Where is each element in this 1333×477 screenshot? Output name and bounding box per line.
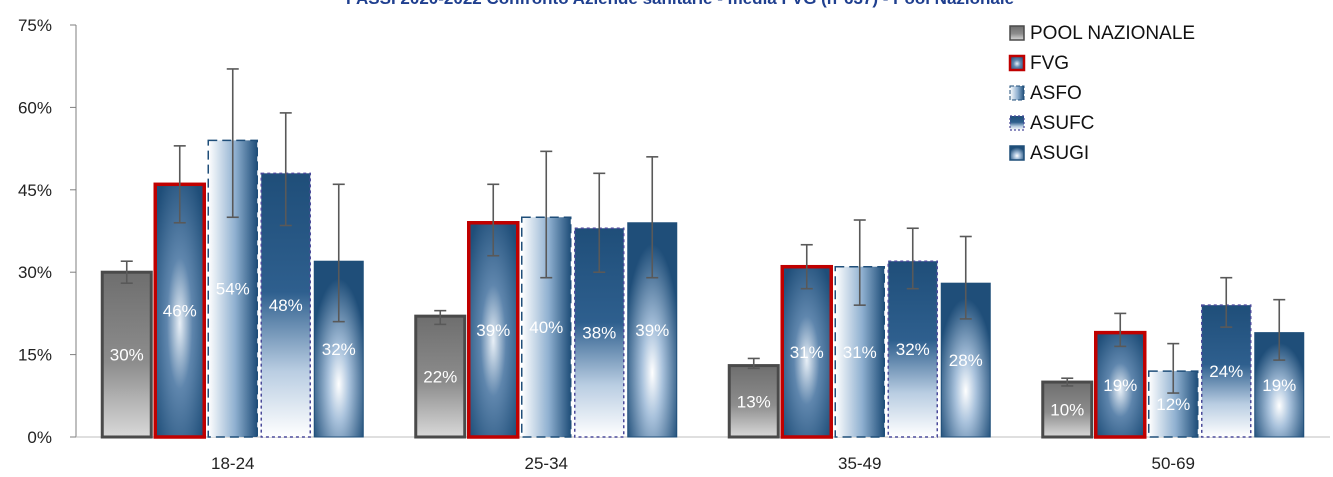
legend-label: ASUGI — [1030, 143, 1089, 164]
data-labels: 30% 46% 54% 48% 32% 22% 39% 40% 38% 39% 13% 31% 31% 3… — [110, 280, 1297, 420]
x-axis: 18-24 25-34 35-49 50-69 — [76, 436, 1330, 473]
data-label: 40% — [529, 318, 563, 337]
data-label: 30% — [110, 346, 144, 365]
data-label: 19% — [1262, 376, 1296, 395]
chart-title: PASSI 2020-2022 Confronto Aziende sanita… — [346, 0, 1014, 8]
bar-fvg — [153, 182, 206, 439]
data-label: 22% — [423, 368, 457, 387]
bar-pool-nazionale — [100, 270, 153, 439]
x-tick-label: 25-34 — [525, 454, 568, 473]
x-tick-label: 35-49 — [838, 454, 881, 473]
bar-asugi — [313, 260, 364, 438]
data-label: 24% — [1209, 362, 1243, 381]
legend-swatch — [1009, 25, 1025, 41]
y-tick-label: 30% — [18, 263, 52, 282]
bar-pool-nazionale — [414, 314, 467, 439]
data-label: 32% — [322, 340, 356, 359]
legend-swatch — [1009, 145, 1025, 161]
legend: POOL NAZIONALE FVG ASFO ASUFC ASUGI — [1008, 23, 1195, 164]
data-label: 13% — [737, 392, 771, 411]
data-label: 31% — [843, 343, 877, 362]
data-label: 19% — [1103, 376, 1137, 395]
data-label: 38% — [582, 324, 616, 343]
x-tick-label: 50-69 — [1152, 454, 1195, 473]
legend-label: ASUFC — [1030, 113, 1094, 134]
x-tick-label: 18-24 — [211, 454, 254, 473]
data-label: 39% — [476, 321, 510, 340]
y-tick-label: 0% — [27, 428, 52, 447]
y-tick-label: 75% — [18, 16, 52, 35]
legend-swatch — [1009, 85, 1025, 101]
error-bars — [120, 68, 1286, 394]
data-label: 32% — [896, 340, 930, 359]
data-label: 12% — [1156, 395, 1190, 414]
data-label: 46% — [163, 302, 197, 321]
data-label: 39% — [635, 321, 669, 340]
y-tick-label: 15% — [18, 346, 52, 365]
data-label: 10% — [1050, 401, 1084, 420]
data-label: 28% — [949, 351, 983, 370]
bar-pool-nazionale — [1041, 380, 1094, 439]
data-label: 31% — [790, 343, 824, 362]
y-tick-label: 45% — [18, 181, 52, 200]
data-label: 48% — [269, 296, 303, 315]
legend-swatch — [1009, 115, 1025, 131]
legend-swatch — [1008, 54, 1026, 72]
legend-label: FVG — [1030, 53, 1069, 74]
legend-label: ASFO — [1030, 83, 1082, 104]
bar-fvg — [1094, 330, 1147, 439]
bar-pool-nazionale — [727, 364, 780, 439]
y-tick-label: 60% — [18, 98, 52, 117]
y-axis: 0% 15% 30% 45% 60% 75% — [18, 16, 77, 447]
legend-label: POOL NAZIONALE — [1030, 23, 1195, 44]
data-label: 54% — [216, 280, 250, 299]
